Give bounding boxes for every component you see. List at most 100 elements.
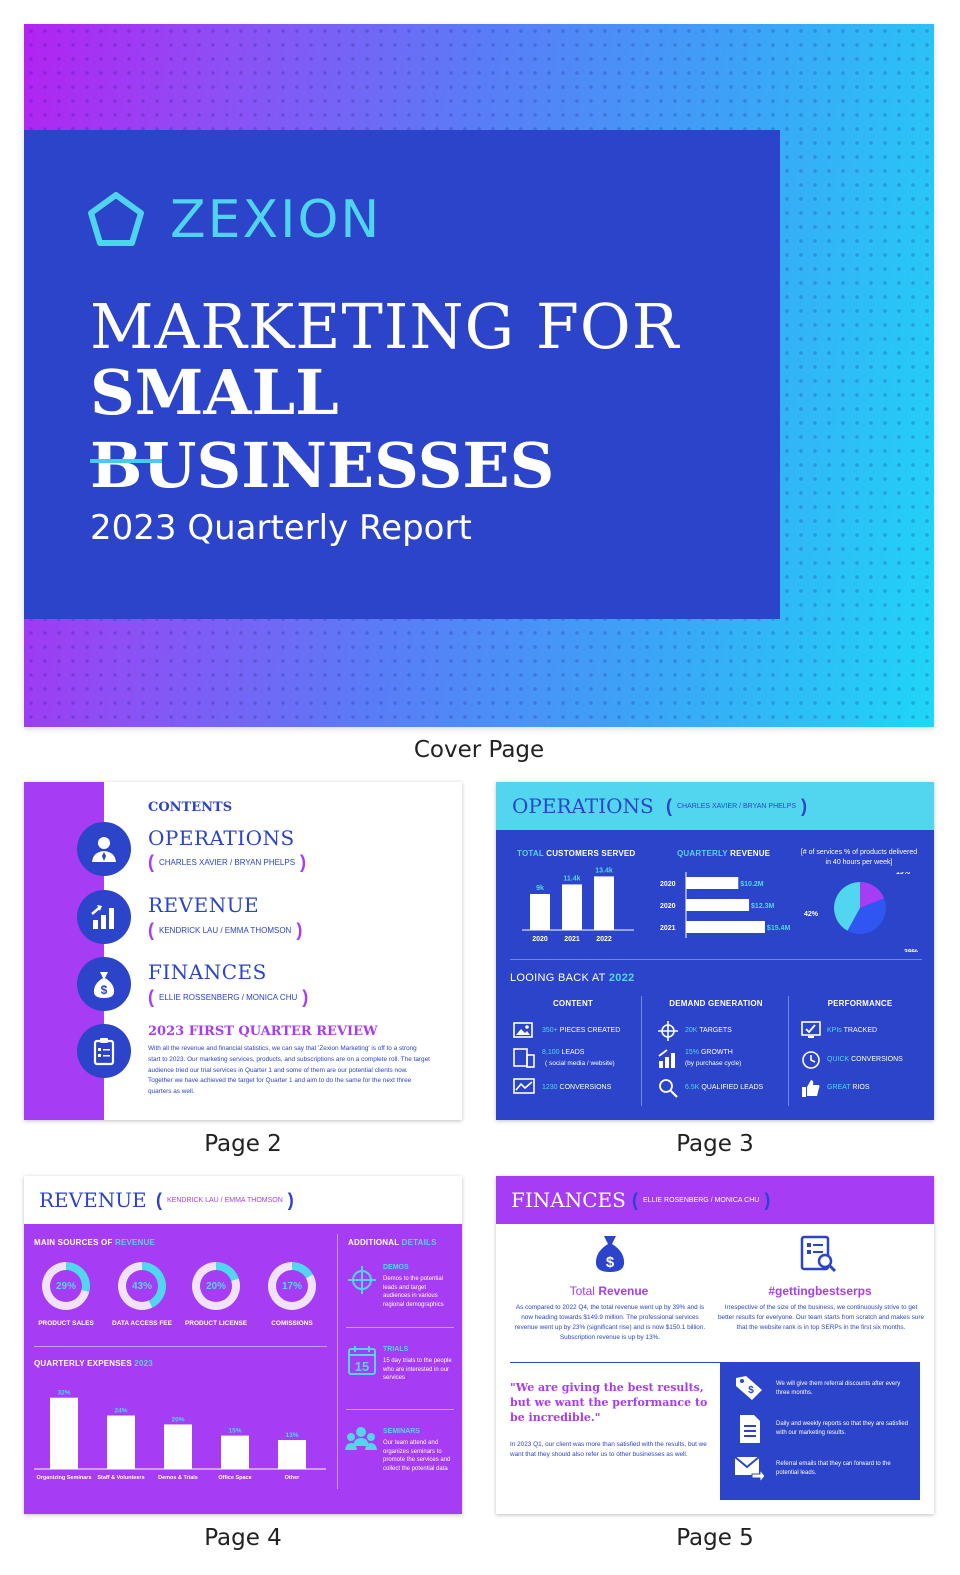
item-text: LEADS — [561, 1049, 585, 1056]
demand-item: 20K TARGETS — [685, 1027, 732, 1034]
brand-name: ZEXION — [170, 190, 382, 250]
data-label: 11.4k — [563, 875, 580, 882]
tick-label: Staff & Volunteers — [97, 1475, 144, 1481]
tick-label: Demos & Trials — [158, 1475, 198, 1481]
donut-value: 20% — [200, 1270, 232, 1302]
page-authors: (ELLIE ROSENBERG / MONICA CHU) — [632, 1190, 771, 1210]
section-authors-revenue: (KENDRICK LAU / EMMA THOMSON) — [148, 920, 303, 940]
authors-text: ELLIE ROSSENBERG / MONICA CHU — [159, 993, 298, 1002]
divider — [34, 1346, 327, 1347]
growth-icon — [658, 1049, 675, 1068]
page-3-operations: OPERATIONS (CHARLES XAVIER / BRYAN PHELP… — [496, 782, 934, 1120]
item-value: QUICK — [827, 1056, 850, 1063]
title-part-a: ADDITIONAL — [348, 1238, 400, 1247]
demand-item: 6.5K QUALIFIED LEADS — [685, 1084, 763, 1091]
detail-title: TRIALS — [383, 1346, 409, 1353]
cover-page: ZEXION MARKETING FOR SMALL BUSINESSES 20… — [24, 24, 934, 727]
quote: "We are giving the best results, but we … — [510, 1381, 708, 1424]
column-divider — [337, 1234, 338, 1489]
report-search-icon — [800, 1235, 837, 1273]
bar — [686, 921, 765, 933]
performance-item: QUICK CONVERSIONS — [827, 1056, 903, 1063]
cover-caption: Cover Page — [413, 737, 545, 763]
slice-label: 19% — [896, 872, 911, 876]
search-icon — [659, 1079, 678, 1098]
hashtag-heading: #gettingbestserps — [768, 1284, 872, 1298]
operations-circle — [77, 822, 131, 876]
page-authors: (KENDRICK LAU / EMMA THOMSON) — [156, 1190, 294, 1210]
item-value: 1230 — [542, 1084, 558, 1091]
cover-title-line2: SMALL BUSINESSES — [90, 356, 555, 502]
content-heading: CONTENT — [552, 999, 594, 1008]
content-item: 350+ PIECES CREATED — [542, 1027, 620, 1034]
benefit-text: Referral emails that they can forward to… — [776, 1461, 891, 1476]
total-revenue-heading: Total Revenue — [510, 1284, 708, 1298]
detail-title: DEMOS — [383, 1264, 409, 1271]
brand-row: ZEXION — [86, 190, 381, 250]
data-label: 15% — [228, 1428, 241, 1435]
authors-text: ELLIE ROSENBERG / MONICA CHU — [643, 1197, 760, 1204]
quote-text: In 2023 Q1, our client was more than sat… — [510, 1441, 707, 1458]
page-title: FINANCES — [511, 1188, 626, 1212]
divider — [346, 1409, 454, 1410]
pie-slice — [847, 898, 886, 934]
authors-text: KENDRICK LAU / EMMA THOMSON — [159, 926, 292, 935]
section-title-operations: OPERATIONS — [148, 826, 295, 850]
bar — [594, 876, 614, 930]
additional-title: ADDITIONAL DETAILS — [348, 1238, 437, 1247]
authors-text: KENDRICK LAU / EMMA THOMSON — [167, 1197, 283, 1204]
review-text: With all the revenue and financial stati… — [148, 1045, 430, 1096]
donut-label: DATA ACCESS FEE — [112, 1320, 172, 1327]
item-value: 15% — [685, 1049, 700, 1056]
operations-header: OPERATIONS (CHARLES XAVIER / BRYAN PHELP… — [496, 782, 934, 830]
hashtag-text: Irrespective of the size of the business… — [718, 1304, 924, 1331]
data-label: $15.4M — [767, 925, 791, 932]
user-icon — [92, 837, 116, 862]
bar — [107, 1415, 135, 1469]
money-bag-icon: $ — [595, 1236, 625, 1272]
image-icon — [513, 1022, 533, 1038]
item-value: GREAT — [827, 1084, 851, 1091]
kpi-monitor-icon — [801, 1021, 821, 1038]
review-title: 2023 FIRST QUARTER REVIEW — [148, 1024, 378, 1039]
title-part-a: MAIN SOURCES OF — [34, 1238, 113, 1247]
svg-text:15: 15 — [355, 1359, 369, 1374]
page-title: REVENUE — [39, 1188, 147, 1212]
cover-divider — [90, 459, 162, 463]
detail-text: 15 day trials to the people who are inte… — [383, 1358, 452, 1381]
cover-panel: ZEXION MARKETING FOR SMALL BUSINESSES 20… — [24, 130, 780, 619]
clock-icon — [802, 1051, 820, 1069]
tick-label: 2020 — [660, 881, 676, 888]
devices-icon — [513, 1048, 535, 1068]
performance-item: GREAT RIOS — [827, 1084, 870, 1091]
cover-subtitle: 2023 Quarterly Report — [90, 508, 472, 548]
tick-label: 2021 — [564, 936, 580, 943]
bar — [221, 1435, 249, 1469]
title-part-a: QUARTERLY — [677, 849, 728, 858]
item-text: QUALIFIED LEADS — [701, 1084, 764, 1091]
section-authors-operations: (CHARLES XAVIER / BRYAN PHELPS) — [148, 852, 307, 872]
benefit-text: We will give them referral discounts aft… — [776, 1381, 901, 1396]
item-text: CONVERSIONS — [559, 1084, 612, 1091]
customers-bar-chart: 9k 2020 11.4k 2021 13.4k 2022 — [522, 867, 634, 943]
donut-label: COMISSIONS — [271, 1320, 313, 1327]
demand-item: 15% GROWTH — [685, 1049, 733, 1056]
title-part-b: CUSTOMERS SERVED — [546, 849, 636, 858]
looking-back-text: LOOING BACK AT — [510, 972, 606, 984]
donut-ring: 20% — [192, 1262, 240, 1310]
clipboard-icon — [93, 1038, 115, 1066]
review-circle — [77, 1024, 131, 1078]
donut-value: 43% — [126, 1270, 158, 1302]
donut-value: 17% — [276, 1270, 308, 1302]
tick-label: 2020 — [532, 936, 548, 943]
title-part-b: 2023 — [134, 1359, 153, 1368]
authors-text: CHARLES XAVIER / BRYAN PHELPS — [159, 858, 296, 867]
tick-label: 2020 — [660, 903, 676, 910]
page-authors: (CHARLES XAVIER / BRYAN PHELPS) — [666, 796, 808, 816]
target-icon — [658, 1021, 678, 1041]
calendar-icon: 15 — [348, 1346, 376, 1375]
section-title-finances: FINANCES — [148, 960, 267, 984]
page-3-caption: Page 3 — [676, 1131, 754, 1157]
total-revenue-text: As compared to 2022 Q4, the total revenu… — [514, 1304, 706, 1341]
data-label: 20% — [171, 1416, 184, 1423]
